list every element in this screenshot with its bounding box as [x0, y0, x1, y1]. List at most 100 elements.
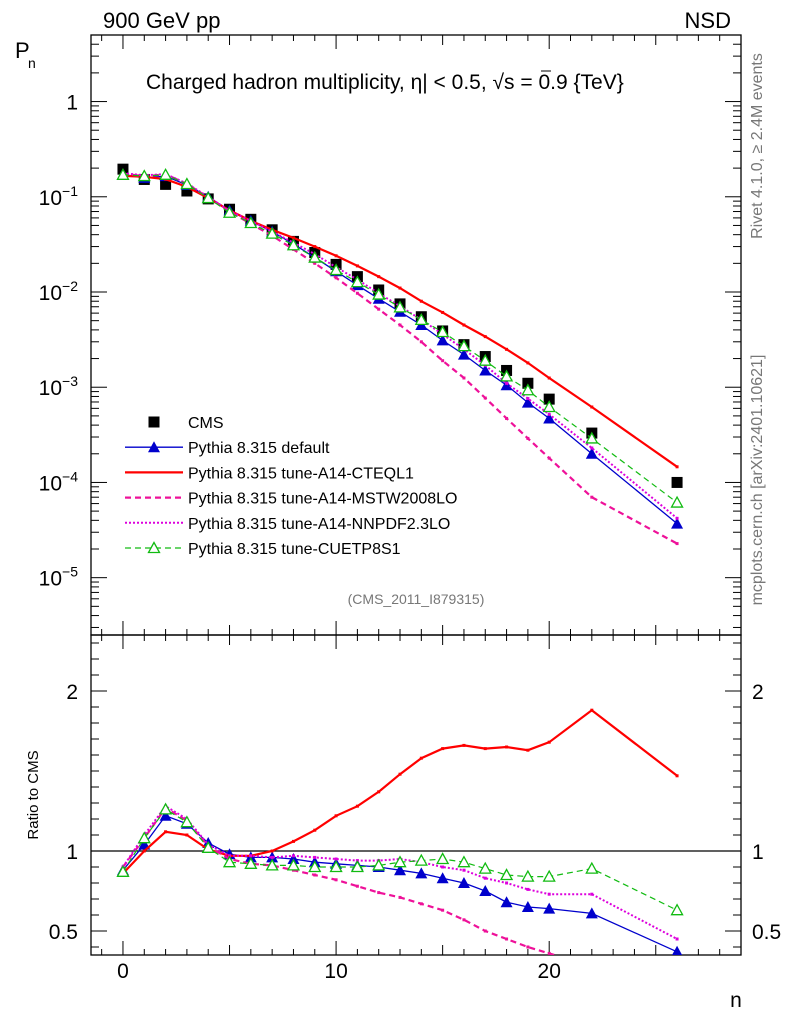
data-point-pythia-8-315-tune-a14-mstw2008lo: [547, 456, 551, 460]
ratio-point-pythia-8-315-tune-a14-cteql1: [419, 756, 423, 760]
data-point-pythia-8-315-tune-cuetp8s1: [265, 226, 279, 239]
title-sqrt: √: [493, 71, 505, 94]
data-point-pythia-8-315-tune-a14-mstw2008lo: [377, 307, 381, 311]
data-point-pythia-8-315-default: [521, 396, 534, 408]
data-point-pythia-8-315-tune-cuetp8s1: [222, 205, 237, 218]
legend: CMS Pythia 8.315 default Pythia 8.315 tune…: [125, 415, 457, 558]
ratio-point-pythia-8-315-tune-cuetp8s1: [265, 858, 279, 871]
ratio-point-pythia-8-315-tune-a14-mstw2008lo: [334, 878, 338, 882]
ratio-point-pythia-8-315-tune-a14-nnpdf2-3lo: [590, 892, 594, 896]
ratio-point-pythia-8-315-tune-a14-cteql1: [462, 743, 466, 747]
process-label: NSD: [685, 8, 731, 33]
main-y-tick-label: 10−3: [39, 373, 79, 400]
legend-label-pythia-8-315-default: Pythia 8.315 default: [188, 440, 330, 457]
ratio-point-pythia-8-315-tune-cuetp8s1: [393, 855, 407, 868]
data-point-pythia-8-315-tune-cuetp8s1: [137, 169, 151, 182]
ratio-point-pythia-8-315-tune-a14-nnpdf2-3lo: [334, 857, 338, 861]
data-point-cms: [543, 393, 555, 405]
ratio-y-tick-label-right: 0.5: [752, 921, 781, 944]
ratio-point-pythia-8-315-tune-cuetp8s1: [137, 831, 151, 844]
ratio-point-pythia-8-315-tune-a14-cteql1: [185, 833, 189, 837]
series-line-pythia-8-315-tune-a14-mstw2008lo: [122, 172, 678, 545]
main-panel: 1 10−1 10−2 10−3 10−4 10−5: [39, 34, 742, 636]
data-point-pythia-8-315-tune-a14-mstw2008lo: [398, 323, 402, 327]
ratio-point-pythia-8-315-tune-a14-mstw2008lo: [483, 929, 487, 933]
data-point-cms: [181, 185, 193, 197]
data-point-pythia-8-315-tune-a14-cteql1: [355, 264, 359, 268]
data-point-pythia-8-315-tune-cuetp8s1: [457, 339, 471, 352]
ratio-point-pythia-8-315-tune-cuetp8s1: [222, 855, 237, 868]
ratio-point-pythia-8-315-tune-a14-cteql1: [590, 708, 594, 712]
data-point-pythia-8-315-tune-a14-cteql1: [505, 347, 509, 351]
data-point-pythia-8-315-tune-a14-cteql1: [441, 310, 445, 314]
data-point-pythia-8-315-default: [457, 348, 470, 360]
ratio-point-pythia-8-315-tune-a14-mstw2008lo: [505, 937, 509, 941]
ratio-point-pythia-8-315-tune-cuetp8s1: [116, 864, 130, 877]
data-point-pythia-8-315-tune-a14-mstw2008lo: [675, 542, 679, 546]
data-point-pythia-8-315-tune-cuetp8s1: [201, 191, 215, 204]
ratio-point-pythia-8-315-tune-cuetp8s1: [244, 856, 258, 869]
data-point-pythia-8-315-tune-cuetp8s1: [542, 400, 556, 413]
data-point-pythia-8-315-tune-a14-cteql1: [291, 236, 295, 240]
title-eta: η: [411, 71, 423, 94]
svg-text:Charged hadron multiplicity, η: Charged hadron multiplicity, η| < 0.5, √…: [146, 71, 624, 94]
ratio-line-pythia-8-315-tune-cuetp8s1: [122, 808, 678, 911]
data-point-pythia-8-315-tune-cuetp8s1: [350, 275, 364, 288]
ratio-point-pythia-8-315-tune-cuetp8s1: [329, 860, 343, 873]
data-point-pythia-8-315-tune-a14-mstw2008lo: [526, 436, 530, 440]
legend-label-pythia-8-315-tune-a14-nnpdf2-3lo: Pythia 8.315 tune-A14-NNPDF2.3LO: [188, 516, 450, 533]
legend-marker-cms: [148, 416, 160, 428]
main-y-tick-label: 10−5: [39, 564, 79, 591]
ratio-point-pythia-8-315-tune-a14-nnpdf2-3lo: [249, 854, 253, 858]
ratio-y-tick-label-right: 2: [752, 681, 764, 704]
legend-label-pythia-8-315-tune-cuetp8s1: Pythia 8.315 tune-CUETP8S1: [188, 541, 401, 558]
data-point-pythia-8-315-tune-a14-mstw2008lo: [462, 376, 466, 380]
data-point-pythia-8-315-tune-cuetp8s1: [393, 300, 407, 313]
data-point-pythia-8-315-default: [543, 412, 556, 424]
ratio-point-pythia-8-315-tune-cuetp8s1: [478, 861, 492, 874]
ratio-point-pythia-8-315-tune-a14-mstw2008lo: [377, 891, 381, 895]
ratio-point-pythia-8-315-default: [500, 896, 513, 908]
data-point-pythia-8-315-default: [671, 517, 684, 529]
ratio-point-pythia-8-315-tune-a14-mstw2008lo: [441, 908, 445, 912]
data-point-pythia-8-315-tune-cuetp8s1: [478, 353, 492, 366]
ratio-point-pythia-8-315-tune-a14-mstw2008lo: [398, 895, 402, 899]
data-point-pythia-8-315-tune-cuetp8s1: [414, 312, 428, 325]
data-point-pythia-8-315-default: [436, 334, 449, 346]
data-point-pythia-8-315-tune-cuetp8s1: [499, 369, 514, 382]
main-y-tick-label: 10−1: [39, 183, 79, 210]
data-point-pythia-8-315-tune-a14-cteql1: [398, 286, 402, 290]
ratio-point-pythia-8-315-default: [457, 877, 470, 888]
ratio-frame: [90, 634, 742, 956]
data-point-pythia-8-315-tune-cuetp8s1: [670, 495, 684, 508]
ratio-point-pythia-8-315-tune-a14-nnpdf2-3lo: [313, 855, 317, 859]
ratio-point-pythia-8-315-default: [585, 907, 598, 919]
ratio-line-pythia-8-315-default: [122, 815, 678, 953]
ratio-point-pythia-8-315-tune-cuetp8s1: [521, 869, 535, 882]
data-point-pythia-8-315-tune-cuetp8s1: [286, 238, 301, 251]
data-point-pythia-8-315-tune-a14-cteql1: [483, 335, 487, 339]
ratio-point-pythia-8-315-tune-a14-cteql1: [142, 849, 146, 853]
ratio-y-tick-label: 0.5: [49, 921, 78, 944]
data-point-pythia-8-315-tune-a14-nnpdf2-3lo: [547, 412, 551, 416]
ratio-point-pythia-8-315-tune-cuetp8s1: [499, 868, 514, 881]
ratio-point-pythia-8-315-default: [415, 867, 428, 879]
data-point-pythia-8-315-default: [585, 447, 598, 459]
analysis-id-label: (CMS_2011_I879315): [348, 591, 485, 607]
data-point-pythia-8-315-tune-cuetp8s1: [308, 250, 322, 263]
ratio-point-pythia-8-315-tune-a14-mstw2008lo: [462, 918, 466, 922]
ratio-point-pythia-8-315-tune-cuetp8s1: [670, 903, 684, 916]
ratio-point-pythia-8-315-tune-a14-nnpdf2-3lo: [483, 876, 487, 880]
data-point-pythia-8-315-tune-a14-nnpdf2-3lo: [526, 397, 530, 401]
ratio-point-pythia-8-315-tune-cuetp8s1: [350, 860, 364, 873]
x-axis-label: n: [730, 989, 742, 1012]
ratio-point-pythia-8-315-default: [159, 809, 172, 821]
ratio-point-pythia-8-315-tune-a14-cteql1: [675, 774, 679, 778]
ratio-point-pythia-8-315-tune-cuetp8s1: [158, 802, 173, 815]
ratio-point-pythia-8-315-tune-a14-nnpdf2-3lo: [270, 855, 274, 859]
main-y-tick-label: 10−4: [39, 468, 79, 495]
ratio-point-pythia-8-315-tune-cuetp8s1: [542, 869, 556, 882]
data-point-pythia-8-315-tune-a14-mstw2008lo: [419, 340, 423, 344]
data-point-cms: [671, 476, 683, 488]
